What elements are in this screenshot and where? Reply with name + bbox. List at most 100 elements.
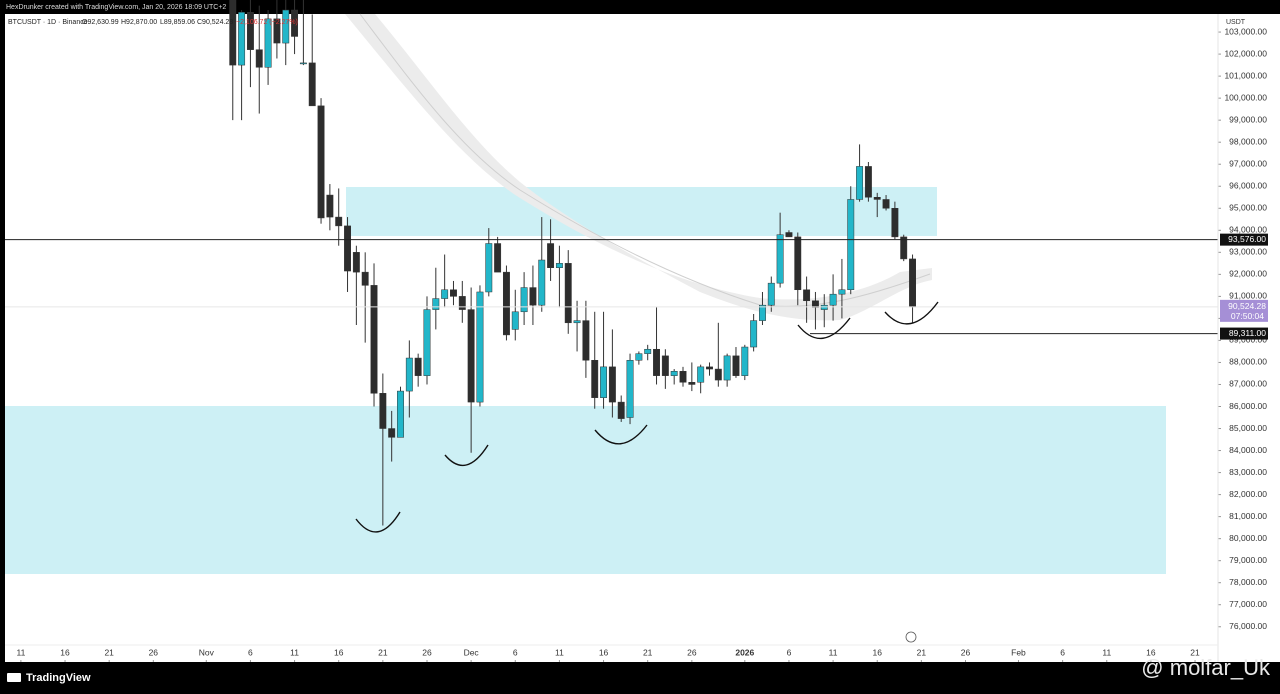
- supply-zone: [346, 187, 937, 236]
- price-tag-label: 93,576.00: [1228, 234, 1266, 244]
- candle-body: [564, 263, 572, 324]
- candle-body: [335, 216, 343, 227]
- y-tick-label: 97,000.00: [1229, 158, 1267, 168]
- ma-line: [359, 13, 931, 307]
- candle-body: [626, 359, 634, 418]
- currency: USDT: [1226, 19, 1246, 26]
- candle-body: [273, 18, 281, 44]
- candle-body: [653, 348, 660, 376]
- candle-body: [767, 282, 775, 306]
- legend-change: −2,106.72 (−2.27%): [236, 19, 298, 26]
- candle-body: [308, 62, 316, 107]
- candle-body: [361, 271, 369, 286]
- x-tick-label: 2026: [735, 647, 754, 657]
- x-tick-label: 11: [290, 647, 299, 657]
- candle-body: [882, 199, 890, 209]
- bottom-curve: [355, 511, 401, 533]
- y-tick-label: 95,000.00: [1229, 203, 1267, 213]
- x-tick-label: 21: [643, 647, 653, 657]
- x-tick-label: 6: [248, 647, 253, 657]
- candle-body: [352, 252, 360, 273]
- y-tick-label: 94,000.00: [1229, 225, 1267, 235]
- candle-body: [670, 371, 678, 376]
- candle-body: [776, 234, 784, 284]
- y-tick-label: 77,000.00: [1229, 599, 1267, 609]
- y-tick-label: 76,000.00: [1229, 621, 1267, 631]
- candle-body: [706, 366, 713, 370]
- y-tick-label: 81,000.00: [1229, 511, 1267, 521]
- x-tick-label: 26: [149, 647, 159, 657]
- legend-low: L89,859.06: [160, 19, 195, 26]
- candle-body: [511, 311, 519, 330]
- candle-body: [317, 105, 325, 219]
- x-tick-label: 21: [378, 647, 388, 657]
- y-tick-label: 98,000.00: [1229, 136, 1267, 146]
- legend-close: C90,524.28: [197, 19, 233, 26]
- x-tick-label: 21: [1190, 647, 1200, 657]
- x-tick-label: 21: [917, 647, 927, 657]
- candle-body: [829, 293, 837, 306]
- candle-body: [820, 304, 828, 310]
- candle-body: [397, 390, 404, 438]
- x-tick-label: 16: [60, 647, 70, 657]
- ma-cloud: [345, 14, 932, 321]
- candle-body: [803, 289, 811, 302]
- x-tick-label: 6: [1060, 647, 1065, 657]
- demand-zone: [5, 406, 1166, 574]
- candle-body: [750, 320, 758, 348]
- candle-body: [909, 258, 916, 308]
- candle-body: [538, 259, 546, 306]
- y-tick-label: 99,000.00: [1229, 114, 1267, 124]
- candle-body: [370, 285, 378, 394]
- y-tick-label: 78,000.00: [1229, 577, 1267, 587]
- countdown: 07:50:04: [1231, 311, 1264, 321]
- candle-body: [723, 355, 731, 381]
- candle-body: [891, 208, 899, 238]
- price-tag: [1220, 233, 1268, 246]
- candle-body: [476, 291, 484, 403]
- y-tick-label: 83,000.00: [1229, 467, 1267, 477]
- y-tick-label: 80,000.00: [1229, 533, 1267, 543]
- candle-body: [264, 18, 272, 68]
- price-tag-label: 89,311.00: [1229, 328, 1266, 338]
- candle-body: [688, 382, 696, 385]
- candle-body: [379, 393, 387, 429]
- x-tick-label: 26: [961, 647, 971, 657]
- candle-body: [900, 236, 908, 260]
- candle-body: [405, 357, 413, 392]
- x-tick-label: 11: [555, 647, 564, 657]
- legend-symbol: BTCUSDT · 1D · Binance: [8, 19, 88, 26]
- y-tick-label: 103,000.00: [1224, 26, 1267, 36]
- annotations: [355, 301, 939, 533]
- x-tick-label: Nov: [199, 647, 215, 657]
- x-tick-label: 16: [1146, 647, 1156, 657]
- bottom-curve: [444, 444, 489, 467]
- candle-body: [246, 11, 254, 50]
- candle-body: [714, 368, 722, 381]
- candle-body: [591, 359, 599, 398]
- candle-body: [600, 366, 608, 398]
- y-tick-label: 85,000.00: [1229, 423, 1267, 433]
- candle-body: [282, 9, 290, 44]
- price-tag: [1220, 327, 1268, 340]
- candle-body: [291, 9, 299, 37]
- candle-body: [238, 11, 246, 66]
- candle-body: [794, 236, 802, 291]
- candle-body: [441, 289, 449, 299]
- candle-body: [697, 366, 705, 383]
- candle-body: [299, 62, 307, 65]
- y-tick-label: 96,000.00: [1229, 180, 1267, 190]
- candle-body: [847, 199, 855, 291]
- candle-body: [255, 49, 263, 68]
- y-tick-label: 88,000.00: [1229, 357, 1267, 367]
- bottom-curve: [797, 317, 851, 340]
- y-tick-label: 101,000.00: [1224, 70, 1267, 80]
- x-tick-label: Dec: [464, 647, 480, 657]
- y-tick-label: 84,000.00: [1229, 445, 1267, 455]
- candle-body: [732, 355, 740, 376]
- candle-body: [450, 289, 457, 297]
- candle-body: [326, 194, 334, 218]
- candle-body: [573, 320, 581, 324]
- candle-body: [759, 304, 766, 321]
